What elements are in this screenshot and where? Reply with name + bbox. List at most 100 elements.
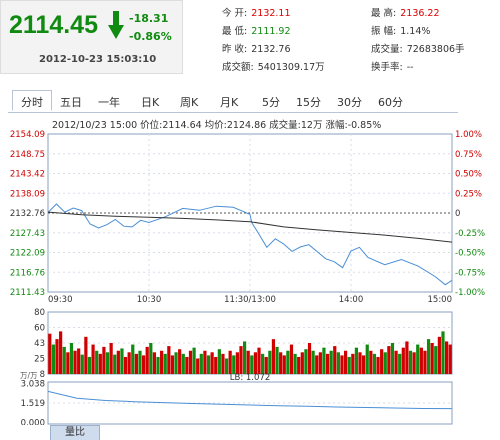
- pct-tick-label: -0.75%: [455, 268, 485, 278]
- volume-bar: [73, 350, 77, 374]
- tab-weekly-k[interactable]: 周K: [180, 96, 199, 109]
- turnover-rate-stat: 换手率: --: [371, 59, 414, 73]
- volume-tick-label: 8: [40, 370, 45, 380]
- price-change-pct: -0.86%: [129, 30, 172, 43]
- volume-bar: [372, 353, 377, 374]
- volume-bar: [59, 331, 63, 375]
- volume-bar: [185, 356, 189, 374]
- volume-bar: [441, 331, 445, 375]
- volume-bar: [347, 356, 351, 374]
- pct-tick-label: 0.50%: [455, 170, 482, 180]
- volume-ratio-tick-label: 3.038: [21, 380, 45, 390]
- time-tick-label: 09:30: [48, 295, 73, 305]
- volume-bar: [120, 348, 124, 374]
- price-tick-label: 2148.75: [10, 150, 45, 160]
- crosshair-info: 2012/10/23 15:00 价位:2114.64 均价:2124.86 成…: [52, 120, 382, 131]
- volume-bar: [156, 356, 160, 374]
- volume-bar: [257, 347, 261, 374]
- volume-bar: [437, 336, 441, 374]
- volume-bar: [307, 343, 312, 374]
- tab-volume-ratio[interactable]: 量比: [50, 425, 100, 440]
- volume-bar: [224, 358, 229, 374]
- tab-15min[interactable]: 15分: [296, 96, 321, 109]
- volume-bar: [286, 350, 290, 374]
- volume-bar: [250, 355, 254, 374]
- volume-bar: [304, 349, 308, 374]
- quote-datetime: 2012-10-23 15:03:10: [39, 54, 157, 65]
- volume-bar: [351, 353, 355, 374]
- volume-bar: [289, 344, 294, 374]
- open-stat: 今 开: 2132.11: [222, 5, 291, 19]
- pct-tick-label: -1.00%: [455, 288, 485, 298]
- volume-bar: [318, 352, 322, 374]
- volume-bar: [387, 346, 391, 374]
- tab-intraday[interactable]: 分时: [12, 90, 52, 111]
- volume-value: 72683806手: [406, 44, 465, 55]
- volume-bar: [174, 352, 178, 374]
- tab-monthly-k[interactable]: 月K: [220, 96, 239, 109]
- volume-bar: [105, 352, 110, 374]
- volume-tick-label: 80: [34, 308, 45, 318]
- pct-tick-label: 0.75%: [455, 150, 482, 160]
- price-tick-label: 2132.76: [10, 209, 45, 219]
- volume-bar: [390, 343, 395, 374]
- volume-bar: [131, 344, 135, 374]
- volume-bar: [408, 350, 413, 374]
- volume-bar: [268, 350, 272, 374]
- volume-bar: [145, 346, 149, 375]
- tab-one-year[interactable]: 一年: [98, 96, 120, 109]
- price-tick-label: 2143.42: [10, 170, 45, 180]
- volume-bar: [340, 355, 344, 374]
- volume-bar: [181, 353, 185, 374]
- volume-bar: [217, 349, 221, 374]
- volume-bar: [95, 350, 99, 374]
- volume-bar: [141, 355, 146, 374]
- volume-bar: [66, 352, 70, 374]
- turnover-value: 5401309.17万: [257, 62, 325, 73]
- volume-bar: [235, 352, 239, 374]
- volume-bar: [362, 355, 366, 374]
- volume-bar: [333, 346, 337, 374]
- time-tick-label: 15:00: [428, 295, 453, 305]
- turnover-rate-label: 换手率:: [371, 62, 403, 73]
- volume-bar: [98, 353, 102, 374]
- volume-label: 成交量:: [371, 44, 403, 55]
- volume-bar: [77, 348, 81, 374]
- low-stat: 最 低: 2111.92: [222, 23, 291, 37]
- volume-bar: [426, 339, 431, 375]
- open-value: 2132.11: [251, 8, 291, 19]
- volume-bar: [311, 350, 315, 374]
- tab-five-day[interactable]: 五日: [60, 96, 82, 109]
- volume-tick-label: 60: [34, 324, 45, 334]
- tab-30min[interactable]: 30分: [337, 96, 362, 109]
- tab-daily-k[interactable]: 日K: [141, 96, 160, 109]
- volume-bar: [242, 341, 247, 374]
- price-tick-label: 2138.09: [10, 189, 45, 199]
- volume-bar: [394, 350, 398, 374]
- volume-bar: [329, 350, 333, 374]
- volume-bar: [253, 352, 258, 374]
- volume-bar: [365, 344, 369, 374]
- volume-ratio-unit: 万/万: [20, 371, 38, 380]
- volume-bar: [80, 354, 84, 375]
- amplitude-value: 1.14%: [400, 26, 431, 37]
- volume-bar: [91, 344, 95, 374]
- turnover-label: 成交额:: [222, 62, 254, 73]
- volume-bar: [170, 355, 175, 374]
- volume-stat: 成交量: 72683806手: [371, 41, 465, 55]
- volume-bar: [149, 343, 153, 374]
- quote-panel: 2114.45 -18.31 -0.86% 2012-10-23 15:03:1…: [0, 0, 183, 74]
- turnover-stat: 成交额: 5401309.17万: [222, 59, 325, 73]
- volume-bar: [383, 352, 387, 374]
- volume-bar: [448, 344, 452, 374]
- volume-bar: [167, 346, 171, 374]
- volume-bar: [261, 353, 265, 374]
- high-stat: 最 高: 2136.22: [371, 5, 440, 19]
- high-label: 最 高:: [371, 8, 397, 19]
- pct-tick-label: 1.00%: [455, 130, 482, 140]
- pct-tick-label: -0.50%: [455, 249, 485, 259]
- volume-bar: [369, 350, 373, 374]
- tab-60min[interactable]: 60分: [378, 96, 403, 109]
- tab-5min[interactable]: 5分: [262, 96, 280, 109]
- volume-ratio-readout: LB: 1.072: [230, 373, 270, 383]
